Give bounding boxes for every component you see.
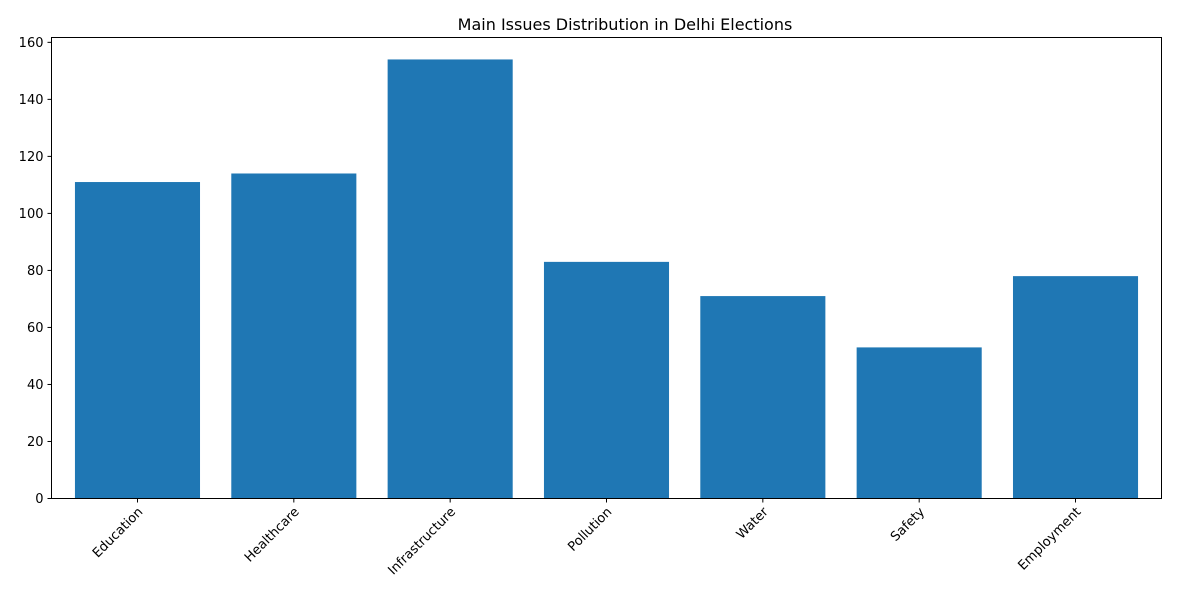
y-tick-label: 160 <box>19 36 44 51</box>
x-tick-label: Infrastructure <box>385 505 459 579</box>
bar-employment <box>1012 276 1139 499</box>
x-tick-label: Pollution <box>565 505 615 555</box>
y-tick-label: 80 <box>27 264 44 279</box>
bar-infrastructure <box>387 59 513 499</box>
bar-water <box>700 296 826 499</box>
x-axis: Education Healthcare Infrastructure Polluti… <box>90 498 1084 579</box>
y-tick-label: 140 <box>19 93 44 108</box>
bar-healthcare <box>231 173 357 499</box>
y-tick-label: 100 <box>19 207 44 222</box>
plot-frame <box>51 37 1162 499</box>
y-tick-label: 0 <box>35 492 43 507</box>
chart-title: Main Issues Distribution in Delhi Electi… <box>458 15 793 34</box>
x-tick-label: Employment <box>1015 505 1084 574</box>
bar-pollution <box>543 261 670 499</box>
bar-safety <box>856 347 982 499</box>
y-tick-label: 40 <box>27 378 44 393</box>
x-tick-label: Healthcare <box>242 505 303 566</box>
bar-education <box>74 182 201 499</box>
y-axis: 0 20 40 60 80 100 120 140 160 <box>19 36 52 507</box>
x-tick-label: Education <box>90 505 146 561</box>
y-tick-label: 60 <box>27 321 44 336</box>
y-tick-label: 120 <box>19 150 44 165</box>
x-tick-label: Water <box>734 504 772 542</box>
x-tick-label: Safety <box>888 505 928 545</box>
bars-layer <box>74 59 1139 499</box>
y-tick-label: 20 <box>27 435 44 450</box>
